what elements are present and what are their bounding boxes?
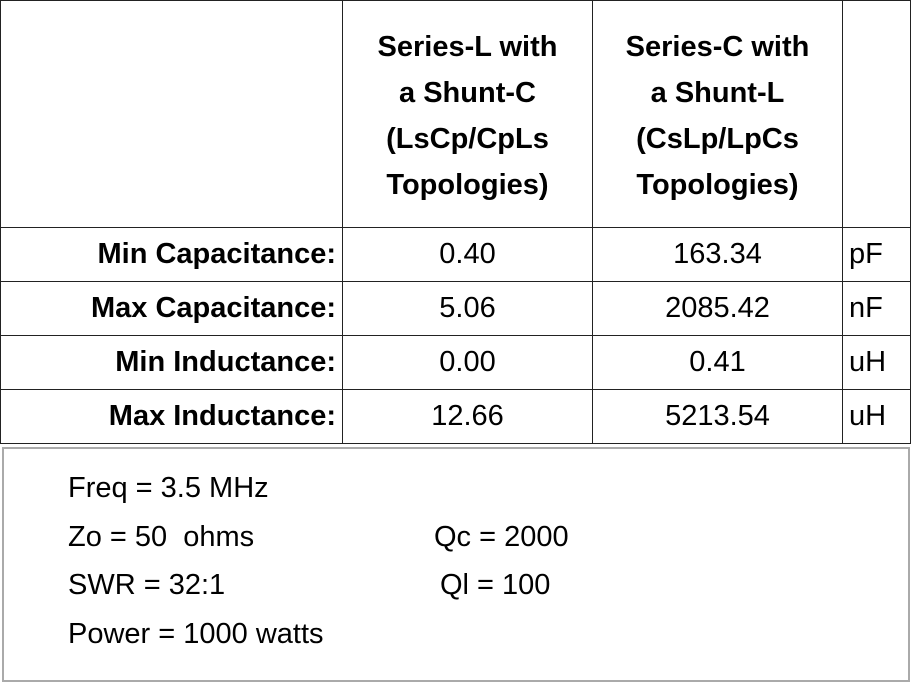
header-line: Topologies) <box>636 169 799 201</box>
row-label: Max Capacitance: <box>0 281 343 336</box>
unit-cell: pF <box>842 227 911 282</box>
data-row: Min Capacitance: 0.40 163.34 pF <box>0 227 911 282</box>
unit-cell: nF <box>842 281 911 336</box>
unit-header <box>842 0 911 228</box>
parameter: Freq = 3.5 MHz <box>68 472 269 504</box>
data-row: Max Inductance: 12.66 5213.54 uH <box>0 389 911 444</box>
row-label: Min Capacitance: <box>0 227 343 282</box>
corner-cell <box>0 0 343 228</box>
value-cell: 2085.42 <box>592 281 843 336</box>
header-line: Series-C with <box>625 31 810 63</box>
header-line: (LsCp/CpLs <box>386 123 549 155</box>
parameter: SWR = 32:1 <box>68 569 226 601</box>
header-line: a Shunt-C <box>399 77 536 109</box>
value-cell: 163.34 <box>592 227 843 282</box>
results-table: Series-L with a Shunt-C (LsCp/CpLs Topologi… <box>0 0 911 444</box>
value-cell: 0.40 <box>342 227 593 282</box>
data-row: Min Inductance: 0.00 0.41 uH <box>0 335 911 390</box>
parameter: Power = 1000 watts <box>68 617 324 650</box>
value-cell: 0.41 <box>592 335 843 390</box>
parameter: Ql = 100 <box>440 569 551 601</box>
header-line: Series-L with <box>377 31 558 63</box>
value-cell: 12.66 <box>342 389 593 444</box>
header-row: Series-L with a Shunt-C (LsCp/CpLs Topologi… <box>0 0 911 228</box>
value-cell: 5213.54 <box>592 389 843 444</box>
table-body: Series-L with a Shunt-C (LsCp/CpLs Topologi… <box>0 0 911 444</box>
unit-cell: uH <box>842 335 911 390</box>
value-cell: 0.00 <box>342 335 593 390</box>
parameter: Zo = 50 ohms <box>68 520 255 553</box>
column-header: Series-C with a Shunt-L (CsLp/LpCs Topologi… <box>592 0 843 228</box>
header-line: (CsLp/LpCs <box>636 123 799 155</box>
row-label: Min Inductance: <box>0 335 343 390</box>
header-line: a Shunt-L <box>650 77 785 109</box>
column-header: Series-L with a Shunt-C (LsCp/CpLs Topologi… <box>342 0 593 228</box>
row-label: Max Inductance: <box>0 389 343 444</box>
parameters-box: Freq = 3.5 MHz Zo = 50 ohms Qc = 2000 SWR =… <box>2 447 910 682</box>
value-cell: 5.06 <box>342 281 593 336</box>
data-row: Max Capacitance: 5.06 2085.42 nF <box>0 281 911 336</box>
unit-cell: uH <box>842 389 911 444</box>
parameter: Qc = 2000 <box>434 520 569 553</box>
header-line: Topologies) <box>386 169 549 201</box>
